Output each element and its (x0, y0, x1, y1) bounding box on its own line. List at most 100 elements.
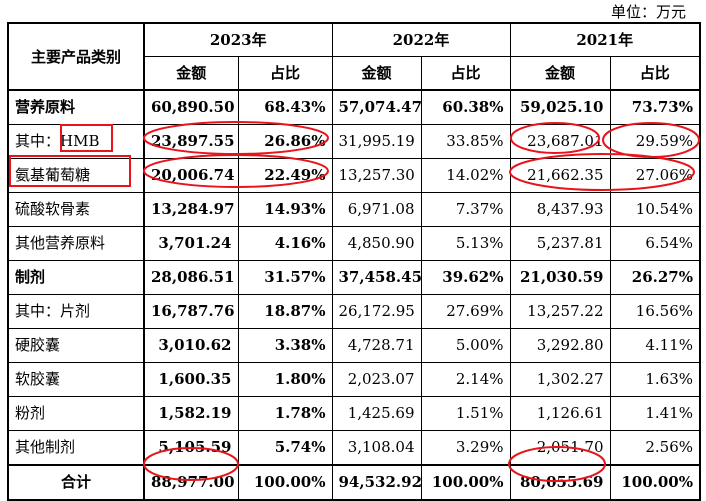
cell-amount-2022: 2,023.07 (331, 362, 422, 397)
cell-ratio-2021: 10.54% (609, 192, 701, 227)
cell-amount-2023: 60,890.50 (143, 89, 239, 125)
cell-amount-2023: 20,006.74 (143, 158, 239, 193)
cell-ratio-2023: 3.38% (237, 328, 333, 363)
cell-ratio-2023: 18.87% (237, 294, 333, 329)
table-row: 制剂 28,086.51 31.57% 37,458.45 39.62% 21,030.5… (7, 260, 701, 295)
table-row: 氨基葡萄糖 20,006.74 22.49% 13,257.30 14.02% 21,66… (7, 158, 701, 193)
row-label: 硫酸软骨素 (7, 192, 145, 227)
cell-amount-2021: 80,055.69 (509, 464, 611, 501)
cell-ratio-2022: 60.38% (420, 89, 511, 125)
header-amount-2023: 金额 (143, 56, 239, 91)
cell-amount-2023: 5,105.59 (143, 430, 239, 466)
cell-ratio-2021: 1.41% (609, 396, 701, 431)
cell-ratio-2021: 29.59% (609, 124, 701, 159)
cell-amount-2021: 23,687.01 (509, 124, 611, 159)
cell-ratio-2023: 1.78% (237, 396, 333, 431)
unit-label: 单位：万元 (610, 3, 686, 21)
row-label-boxed: HMB (60, 132, 100, 150)
row-label: 其他营养原料 (7, 226, 145, 261)
header-year-2021: 2021年 (509, 22, 701, 57)
cell-ratio-2021: 2.56% (609, 430, 701, 466)
cell-ratio-2021: 1.63% (609, 362, 701, 397)
table-row: 其中：片剂 16,787.76 18.87% 26,172.95 27.69% 13,25… (7, 294, 701, 329)
row-label: 软胶囊 (7, 362, 145, 397)
cell-ratio-2022: 1.51% (420, 396, 511, 431)
cell-amount-2022: 3,108.04 (331, 430, 422, 466)
cell-amount-2022: 13,257.30 (331, 158, 422, 193)
row-label: 其中：片剂 (7, 294, 145, 329)
row-label: 硬胶囊 (7, 328, 145, 363)
cell-ratio-2022: 5.00% (420, 328, 511, 363)
cell-ratio-2021: 26.27% (609, 260, 701, 295)
cell-ratio-2023: 68.43% (237, 89, 333, 125)
cell-amount-2022: 57,074.47 (331, 89, 422, 125)
cell-amount-2021: 3,292.80 (509, 328, 611, 363)
cell-amount-2021: 8,437.93 (509, 192, 611, 227)
table-row: 其他营养原料 3,701.24 4.16% 4,850.90 5.13% 5,237.81… (7, 226, 701, 261)
cell-amount-2023: 88,977.00 (143, 464, 239, 501)
cell-ratio-2023: 14.93% (237, 192, 333, 227)
cell-amount-2021: 1,126.61 (509, 396, 611, 431)
product-revenue-table: 主要产品类别 2023年 2022年 2021年 金额 占比 金额 占比 金额 … (7, 22, 701, 501)
cell-amount-2023: 16,787.76 (143, 294, 239, 329)
table-row: 硬胶囊 3,010.62 3.38% 4,728.71 5.00% 3,292.80 4.1… (7, 328, 701, 363)
cell-amount-2021: 21,662.35 (509, 158, 611, 193)
cell-amount-2023: 1,582.19 (143, 396, 239, 431)
cell-ratio-2021: 16.56% (609, 294, 701, 329)
cell-ratio-2023: 22.49% (237, 158, 333, 193)
cell-amount-2022: 1,425.69 (331, 396, 422, 431)
cell-ratio-2022: 27.69% (420, 294, 511, 329)
cell-amount-2022: 26,172.95 (331, 294, 422, 329)
row-label-prefix: 其中： (15, 132, 61, 150)
cell-ratio-2021: 4.11% (609, 328, 701, 363)
row-label: 其中：HMB (7, 124, 145, 159)
cell-ratio-2023: 100.00% (237, 464, 333, 501)
row-label: 其他制剂 (7, 430, 145, 466)
header-ratio-2022: 占比 (420, 56, 511, 91)
cell-amount-2023: 28,086.51 (143, 260, 239, 295)
cell-ratio-2022: 33.85% (420, 124, 511, 159)
cell-amount-2023: 3,010.62 (143, 328, 239, 363)
cell-amount-2021: 1,302.27 (509, 362, 611, 397)
cell-ratio-2021: 73.73% (609, 89, 701, 125)
cell-amount-2022: 31,995.19 (331, 124, 422, 159)
cell-amount-2023: 13,284.97 (143, 192, 239, 227)
cell-amount-2021: 21,030.59 (509, 260, 611, 295)
cell-ratio-2023: 31.57% (237, 260, 333, 295)
header-ratio-2023: 占比 (237, 56, 333, 91)
cell-amount-2021: 59,025.10 (509, 89, 611, 125)
cell-amount-2021: 5,237.81 (509, 226, 611, 261)
header-category: 主要产品类别 (7, 22, 145, 91)
cell-ratio-2023: 26.86% (237, 124, 333, 159)
cell-amount-2022: 37,458.45 (331, 260, 422, 295)
cell-amount-2021: 2,051.70 (509, 430, 611, 466)
row-label: 营养原料 (7, 89, 145, 125)
cell-ratio-2022: 2.14% (420, 362, 511, 397)
table-row: 其中：HMB 23,897.55 26.86% 31,995.19 33.85% 23,6… (7, 124, 701, 159)
cell-amount-2023: 23,897.55 (143, 124, 239, 159)
header-ratio-2021: 占比 (609, 56, 701, 91)
table-row: 粉剂 1,582.19 1.78% 1,425.69 1.51% 1,126.61 1.41… (7, 396, 701, 431)
cell-amount-2023: 1,600.35 (143, 362, 239, 397)
cell-ratio-2021: 100.00% (609, 464, 701, 501)
header-amount-2021: 金额 (509, 56, 611, 91)
cell-ratio-2023: 4.16% (237, 226, 333, 261)
cell-amount-2022: 6,971.08 (331, 192, 422, 227)
table-row: 营养原料 60,890.50 68.43% 57,074.47 60.38% 59,025… (7, 89, 701, 125)
cell-amount-2021: 13,257.22 (509, 294, 611, 329)
row-label: 制剂 (7, 260, 145, 295)
header-amount-2022: 金额 (331, 56, 422, 91)
cell-ratio-2022: 39.62% (420, 260, 511, 295)
cell-ratio-2021: 27.06% (609, 158, 701, 193)
row-label: 粉剂 (7, 396, 145, 431)
cell-amount-2022: 4,728.71 (331, 328, 422, 363)
cell-ratio-2022: 3.29% (420, 430, 511, 466)
cell-ratio-2023: 5.74% (237, 430, 333, 466)
header-year-2022: 2022年 (331, 22, 511, 57)
cell-ratio-2022: 5.13% (420, 226, 511, 261)
cell-amount-2022: 94,532.92 (331, 464, 422, 501)
table-row: 合计 88,977.00 100.00% 94,532.92 100.00% 80,055… (7, 464, 701, 501)
cell-ratio-2022: 14.02% (420, 158, 511, 193)
cell-amount-2023: 3,701.24 (143, 226, 239, 261)
table-row: 硫酸软骨素 13,284.97 14.93% 6,971.08 7.37% 8,437.9… (7, 192, 701, 227)
